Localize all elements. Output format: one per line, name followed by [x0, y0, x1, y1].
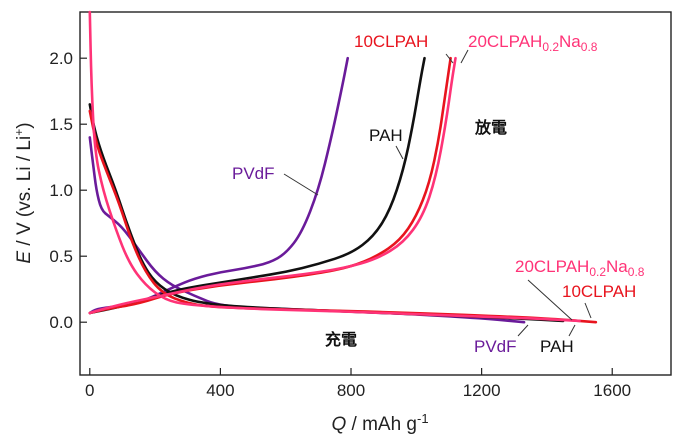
leader-pvdf-bottom	[517, 324, 529, 337]
leader-10clpah-bottom	[584, 302, 592, 319]
plot-frame	[79, 11, 672, 376]
label-20clpah-top-sub1: 0.2	[542, 40, 559, 54]
y-axis-title: E / V (vs. Li / Li+)	[12, 122, 35, 263]
series-20clpah0-2na0-8-discharge-curve	[88, 10, 581, 323]
label-20clpah-bottom: 20CLPAH0.2Na0.8	[515, 257, 645, 279]
label-pvdf-bottom: PVdF	[474, 337, 517, 356]
label-pvdf-top: PVdF	[232, 164, 275, 183]
x-tick-label: 800	[337, 381, 365, 400]
label-20clpah-bottom-sub2: 0.8	[628, 265, 645, 279]
label-10clpah-bottom: 10CLPAH	[562, 282, 636, 301]
axis-ticks: 0 400 800 1200 1600 0.0 0.5 1.0 1.5 2.0	[49, 49, 631, 400]
charge-label: 充電	[325, 330, 357, 349]
series-20clpah0-2na0-8-charge-curve	[88, 56, 457, 315]
x-tick-label: 0	[85, 381, 94, 400]
y-tick-label: 1.0	[49, 181, 73, 200]
data-curves	[88, 10, 598, 324]
series-annotations: 10CLPAH 20CLPAH0.2Na0.8 PAH PVdF 20CLPAH…	[232, 32, 645, 356]
series-pah-charge-curve	[88, 56, 426, 315]
y-tick-label: 0.5	[49, 247, 73, 266]
leader-pah-top	[395, 145, 404, 160]
x-axis-title: Q / mAh g-1	[331, 411, 428, 436]
x-tick-label: 1600	[593, 381, 631, 400]
y-tick-label: 0.0	[49, 313, 73, 332]
leader-10clpah-top	[445, 53, 454, 64]
leader-20clpah-bottom	[527, 279, 573, 321]
x-tick-label: 1200	[463, 381, 501, 400]
label-pah-bottom: PAH	[540, 337, 574, 356]
label-20clpah-top: 20CLPAH0.2Na0.8	[468, 32, 598, 54]
label-20clpah-top-mid: Na	[559, 32, 581, 51]
label-20clpah-bottom-main: 20CLPAH	[515, 257, 589, 276]
leader-pah-bottom	[568, 324, 576, 337]
label-20clpah-top-sub2: 0.8	[581, 40, 598, 54]
y-tick-label: 2.0	[49, 49, 73, 68]
axes-box	[79, 11, 672, 376]
discharge-label: 放電	[474, 118, 507, 137]
leader-20clpah-top	[460, 49, 469, 64]
label-20clpah-bottom-mid: Na	[606, 257, 628, 276]
label-pah-top: PAH	[369, 126, 403, 145]
label-10clpah-top: 10CLPAH	[354, 32, 428, 51]
x-tick-label: 400	[206, 381, 234, 400]
leader-pvdf-top	[283, 173, 319, 196]
label-20clpah-top-main: 20CLPAH	[468, 32, 542, 51]
y-tick-label: 1.5	[49, 115, 73, 134]
label-20clpah-bottom-sub1: 0.2	[589, 265, 606, 279]
